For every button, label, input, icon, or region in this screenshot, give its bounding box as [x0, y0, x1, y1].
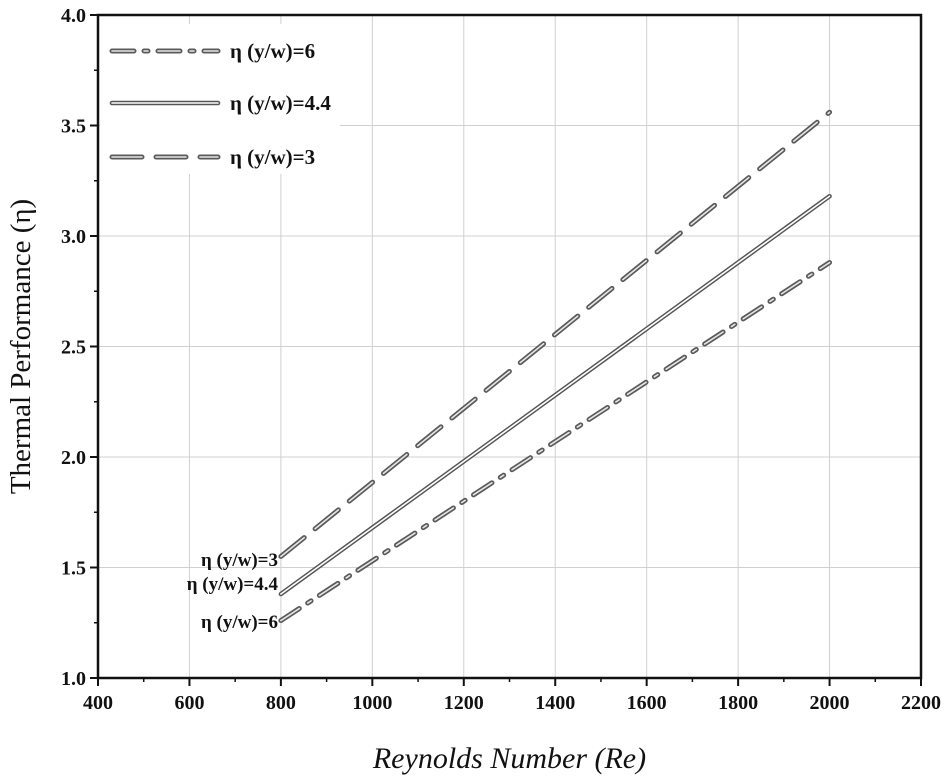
series-annotation: η (y/w)=4.4 [187, 574, 279, 595]
series-line-0-inner [280, 261, 831, 622]
legend-label: η (y/w)=3 [230, 145, 315, 169]
x-tick-label: 1600 [627, 692, 667, 714]
legend-box [100, 24, 340, 174]
series-line-2 [278, 109, 833, 559]
y-tick-label: 4.0 [61, 5, 86, 27]
y-tick-labels: 1.0 1.5 2.0 2.5 3.0 3.5 4.0 [61, 5, 86, 690]
axis-ticks [90, 14, 922, 686]
x-tick-labels: 400 600 800 1000 1200 1400 1600 1800 2000 2200 [83, 692, 941, 714]
series-line-2-inner [280, 111, 831, 558]
series-line-1 [278, 193, 832, 597]
x-tick-label: 400 [83, 692, 113, 714]
x-tick-label: 1000 [352, 692, 392, 714]
series-line-1-inner [280, 195, 831, 595]
x-tick-label: 1400 [535, 692, 575, 714]
x-tick-label: 1200 [444, 692, 484, 714]
y-tick-label: 3.5 [61, 116, 86, 138]
legend: η (y/w)=6 η (y/w)=4.4 η (y/w)=3 [100, 24, 340, 174]
grid [98, 15, 921, 678]
x-tick-label: 600 [174, 692, 204, 714]
y-tick-label: 2.5 [61, 337, 86, 359]
x-tick-label: 2000 [810, 692, 850, 714]
y-tick-label: 1.0 [61, 668, 86, 690]
legend-label: η (y/w)=4.4 [230, 91, 331, 115]
series-line-0 [278, 260, 833, 624]
x-tick-label: 2200 [901, 692, 941, 714]
series-annotation: η (y/w)=3 [201, 550, 278, 571]
x-tick-label: 800 [266, 692, 296, 714]
series-annotation: η (y/w)=6 [201, 612, 278, 633]
series-lines [278, 109, 833, 624]
series-annotations: η (y/w)=3 η (y/w)=4.4 η (y/w)=6 [187, 550, 279, 633]
y-tick-label: 2.0 [61, 447, 86, 469]
x-axis-title: Reynolds Number (Re) [372, 742, 646, 775]
y-axis-title: Thermal Performance (η) [5, 199, 37, 494]
x-tick-label: 1800 [718, 692, 758, 714]
y-tick-label: 1.5 [61, 558, 86, 580]
y-tick-label: 3.0 [61, 226, 86, 248]
legend-label: η (y/w)=6 [230, 39, 315, 63]
